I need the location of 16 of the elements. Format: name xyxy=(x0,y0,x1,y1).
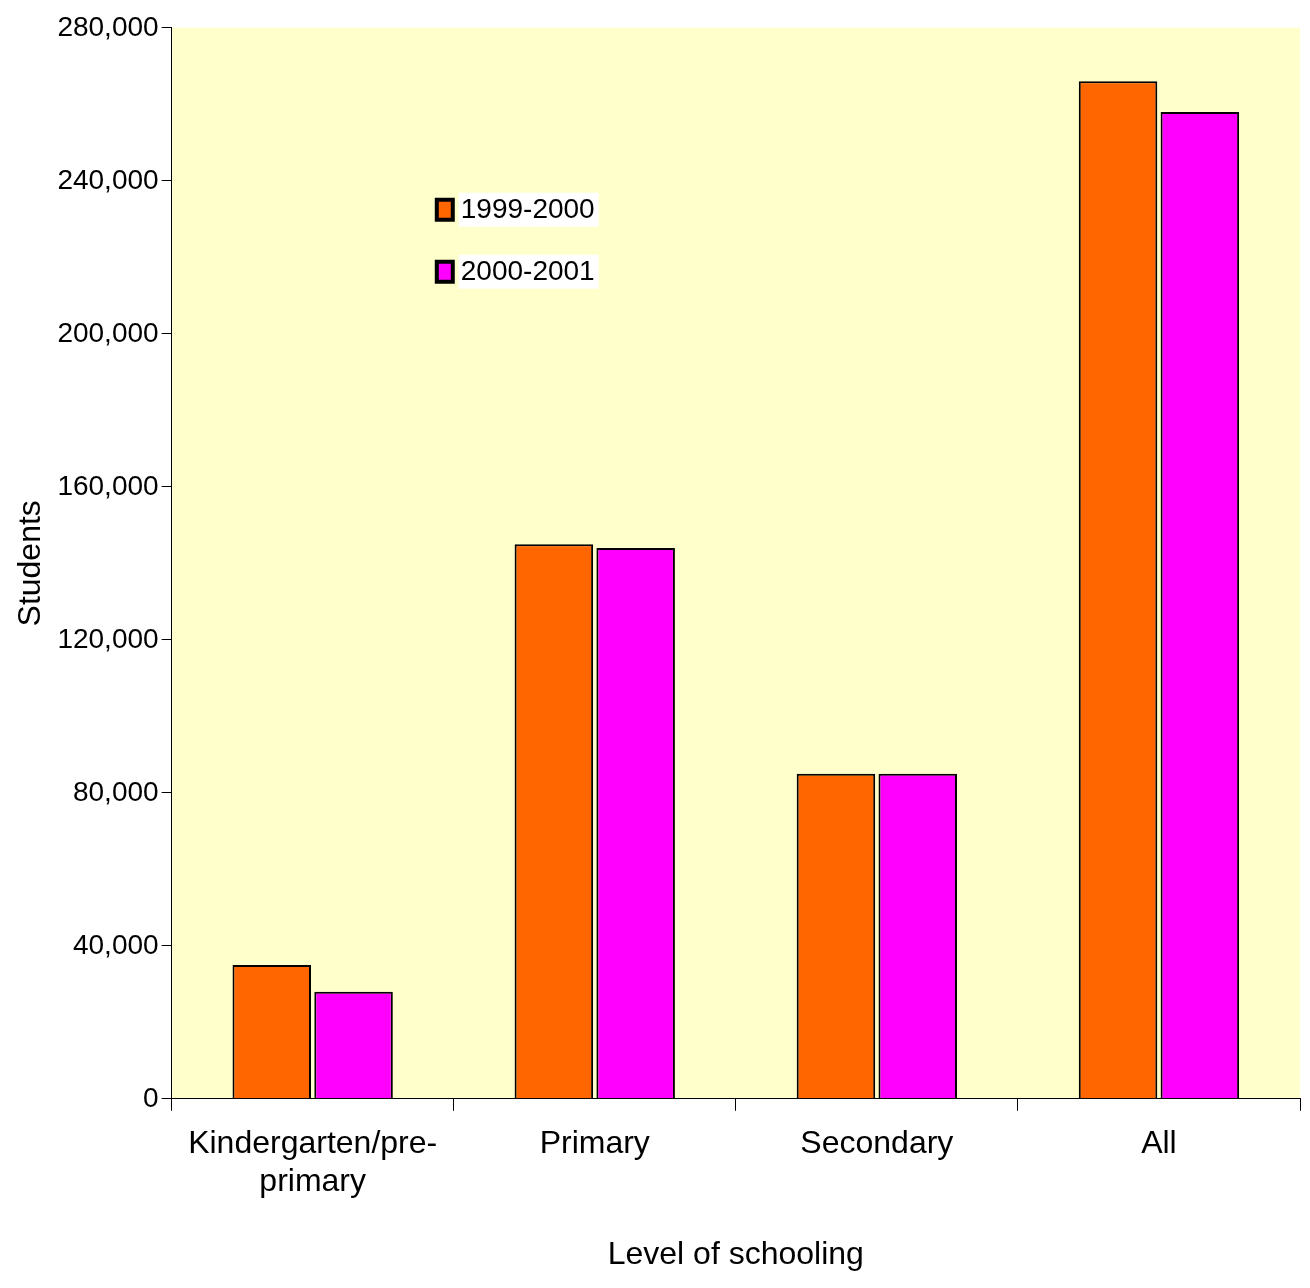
y-tick-label: 280,000 xyxy=(57,10,159,42)
x-tick-label: Primary xyxy=(539,1123,650,1160)
x-tick-label: Secondary xyxy=(800,1123,954,1160)
y-tick-label: 240,000 xyxy=(57,163,159,195)
y-axis-title: Students xyxy=(11,500,48,627)
y-tick-label: 160,000 xyxy=(57,469,159,501)
x-tick-label: All xyxy=(1141,1123,1177,1160)
legend-label: 1999-2000 xyxy=(460,192,595,224)
x-tick-label: Kindergarten/pre-primary xyxy=(188,1123,438,1199)
y-tick-label: 0 xyxy=(143,1081,159,1113)
x-axis-title: Level of schooling xyxy=(607,1234,864,1271)
y-tick-label: 80,000 xyxy=(72,775,159,807)
legend-label: 2000-2001 xyxy=(460,254,595,286)
y-tick-label: 40,000 xyxy=(72,928,159,960)
y-tick-label: 200,000 xyxy=(57,316,159,348)
y-tick-label: 120,000 xyxy=(57,622,159,654)
